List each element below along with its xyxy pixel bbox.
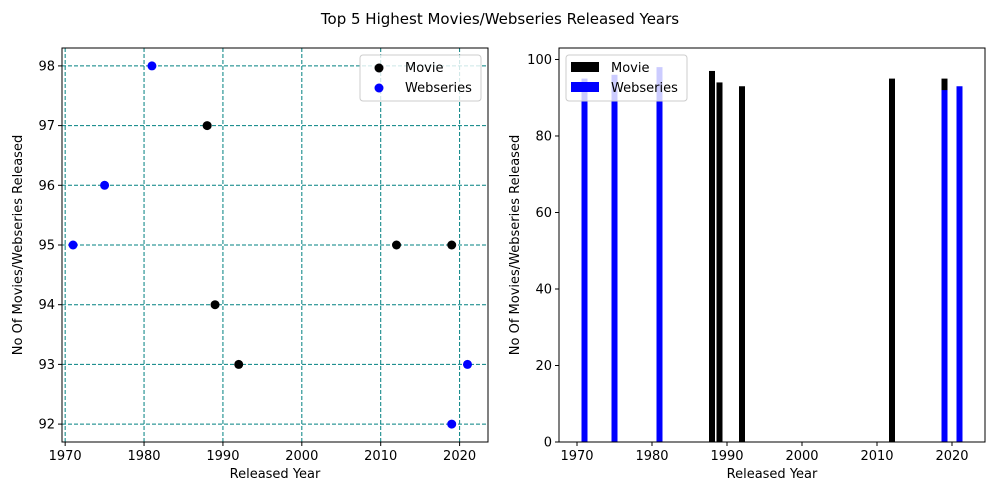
movie-point <box>391 240 401 250</box>
scatter-legend: Movie Webseries <box>359 54 482 102</box>
y-tick-label: 40 <box>535 282 552 297</box>
y-tick-label: 93 <box>38 358 55 373</box>
webseries-bar <box>611 74 618 442</box>
webseries-point <box>462 359 472 369</box>
webseries-bar <box>941 90 948 442</box>
x-tick-label: 2010 <box>364 449 397 464</box>
webseries-point <box>68 240 78 250</box>
x-tick-label: 1980 <box>635 449 668 464</box>
y-tick-label: 92 <box>38 418 55 433</box>
scatter-legend-movie-label: Movie <box>405 61 443 76</box>
chart-title: Top 5 Highest Movies/Webseries Released … <box>320 10 679 28</box>
movie-bar <box>716 82 723 442</box>
x-tick-label: 2000 <box>785 449 818 464</box>
bar-legend-webseries-swatch <box>571 82 599 92</box>
x-tick-label: 2020 <box>935 449 968 464</box>
webseries-point <box>100 180 110 190</box>
x-tick-label: 2020 <box>443 449 476 464</box>
bar-axes: 1970 1980 1990 2000 2010 2020 0 20 40 60 80 100 Rel… <box>508 47 986 482</box>
bar-x-axis-label: Released Year <box>727 467 818 482</box>
scatter-grid <box>62 48 488 442</box>
x-tick-label: 2010 <box>860 449 893 464</box>
scatter-points <box>68 61 472 429</box>
y-tick-label: 80 <box>535 129 552 144</box>
y-tick-label: 98 <box>38 59 55 74</box>
bar-marks <box>581 67 963 443</box>
bar-legend-webseries-label: Webseries <box>611 81 678 96</box>
scatter-y-axis-label: No Of Movies/Webseries Released <box>11 135 26 355</box>
y-tick-label: 94 <box>38 298 55 313</box>
webseries-point <box>147 61 157 71</box>
bar-y-axis-label: No Of Movies/Webseries Released <box>508 135 523 355</box>
movie-bar <box>739 86 745 442</box>
scatter-x-axis-label: Released Year <box>230 467 321 482</box>
bar-ticks: 1970 1980 1990 2000 2010 2020 0 20 40 60 80 100 <box>527 53 968 464</box>
x-tick-label: 1970 <box>49 449 82 464</box>
y-tick-label: 0 <box>544 436 552 451</box>
movie-point <box>447 240 457 250</box>
x-tick-label: 1980 <box>127 449 160 464</box>
x-tick-label: 1970 <box>560 449 593 464</box>
scatter-legend-box <box>359 54 482 102</box>
webseries-bar <box>956 86 963 442</box>
scatter-legend-movie-marker <box>374 63 384 73</box>
bar-legend-movie-label: Movie <box>611 61 649 76</box>
webseries-bar <box>581 78 588 443</box>
webseries-point <box>447 419 457 429</box>
movie-bar <box>709 70 715 443</box>
y-tick-label: 95 <box>38 239 55 254</box>
x-tick-label: 2000 <box>285 449 318 464</box>
movie-point <box>234 359 244 369</box>
scatter-ticks: 1970 1980 1990 2000 2010 2020 92 93 94 95 96 97 98 <box>38 59 476 464</box>
x-tick-label: 1990 <box>710 449 743 464</box>
y-tick-label: 96 <box>38 179 55 194</box>
bar-frame <box>558 47 986 443</box>
x-tick-label: 1990 <box>206 449 239 464</box>
y-tick-label: 100 <box>527 53 552 68</box>
scatter-legend-webseries-marker <box>374 83 384 93</box>
bar-legend-movie-swatch <box>571 62 599 72</box>
movie-point <box>202 121 212 131</box>
scatter-legend-webseries-label: Webseries <box>405 81 472 96</box>
movie-bar <box>889 78 895 443</box>
y-tick-label: 20 <box>535 359 552 374</box>
webseries-bar <box>656 67 663 442</box>
y-tick-label: 97 <box>38 119 55 134</box>
bar-legend: Movie Webseries <box>565 54 688 102</box>
y-tick-label: 60 <box>535 206 552 221</box>
movie-point <box>210 300 220 310</box>
scatter-axes: 1970 1980 1990 2000 2010 2020 92 93 94 95 96 97 98 R… <box>11 47 489 482</box>
